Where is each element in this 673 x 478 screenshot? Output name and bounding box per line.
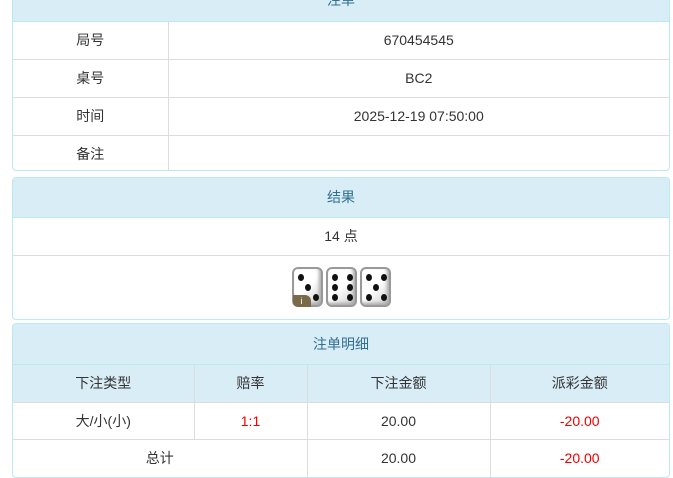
die-pip <box>373 283 379 291</box>
die-pip <box>380 273 387 281</box>
info-icon[interactable]: i <box>292 294 311 307</box>
order-row-time: 时间 2025-12-19 07:50:00 <box>13 96 669 135</box>
die-pip <box>365 273 372 281</box>
order-row-round: 局号 670454545 <box>13 22 669 59</box>
die-pip <box>305 283 311 291</box>
total-label: 总计 <box>13 438 307 477</box>
result-panel: 结果 14 点 i <box>12 177 670 320</box>
die-pip <box>365 293 372 301</box>
die-pip <box>331 273 338 281</box>
header-bet-amount: 下注金额 <box>306 365 490 402</box>
result-panel-title: 结果 <box>13 178 669 218</box>
odds: 1:1 <box>193 401 307 439</box>
detail-panel: 注单明细 下注类型 赔率 下注金额 派彩金额 大/小(小) 1:1 20.00 … <box>12 323 670 478</box>
result-points: 14 点 <box>324 228 358 245</box>
die-6-icon <box>325 266 357 307</box>
die-pip <box>331 293 338 301</box>
table-row: 大/小(小) 1:1 20.00 -20.00 <box>13 401 669 439</box>
detail-panel-title: 注单明细 <box>13 324 669 365</box>
label: 时间 <box>13 96 168 135</box>
die-3-icon: i <box>291 266 323 307</box>
detail-header-row: 下注类型 赔率 下注金额 派彩金额 <box>13 365 669 402</box>
die-pip <box>346 273 353 281</box>
order-row-note: 备注 <box>13 134 669 170</box>
label: 桌号 <box>13 58 168 97</box>
die-pip <box>331 283 338 291</box>
value: BC2 <box>167 58 669 97</box>
value <box>167 134 669 170</box>
total-row: 总计 20.00 -20.00 <box>13 438 669 477</box>
bet-amount: 20.00 <box>306 401 490 439</box>
bet-type: 大/小(小) <box>13 401 194 439</box>
order-row-table: 桌号 BC2 <box>13 58 669 97</box>
total-bet: 20.00 <box>306 438 490 477</box>
header-odds: 赔率 <box>193 365 307 402</box>
die-5-icon <box>359 266 391 307</box>
detail-table: 下注类型 赔率 下注金额 派彩金额 大/小(小) 1:1 20.00 -20.0… <box>13 365 669 477</box>
die-pip <box>312 293 319 301</box>
die-pip <box>297 273 304 281</box>
total-payout: -20.00 <box>489 438 669 477</box>
value: 670454545 <box>167 22 669 59</box>
header-bet-type: 下注类型 <box>75 375 132 392</box>
dice-row: i <box>13 256 669 318</box>
die-pip <box>346 293 353 301</box>
result-table: 14 点 i <box>13 218 669 318</box>
label: 备注 <box>13 134 168 170</box>
payout: -20.00 <box>489 401 669 439</box>
value: 2025-12-19 07:50:00 <box>167 96 669 135</box>
die-pip <box>346 283 353 291</box>
order-panel-title: 注单 <box>13 0 669 22</box>
order-table: 局号 670454545 桌号 BC2 时间 2025-12-19 07:50:00 … <box>13 22 669 170</box>
die-pip <box>380 293 387 301</box>
order-panel: 注单 局号 670454545 桌号 BC2 时间 2025-12-19 07:50:… <box>12 0 670 171</box>
header-payout: 派彩金额 <box>489 365 669 402</box>
label: 局号 <box>76 32 105 49</box>
